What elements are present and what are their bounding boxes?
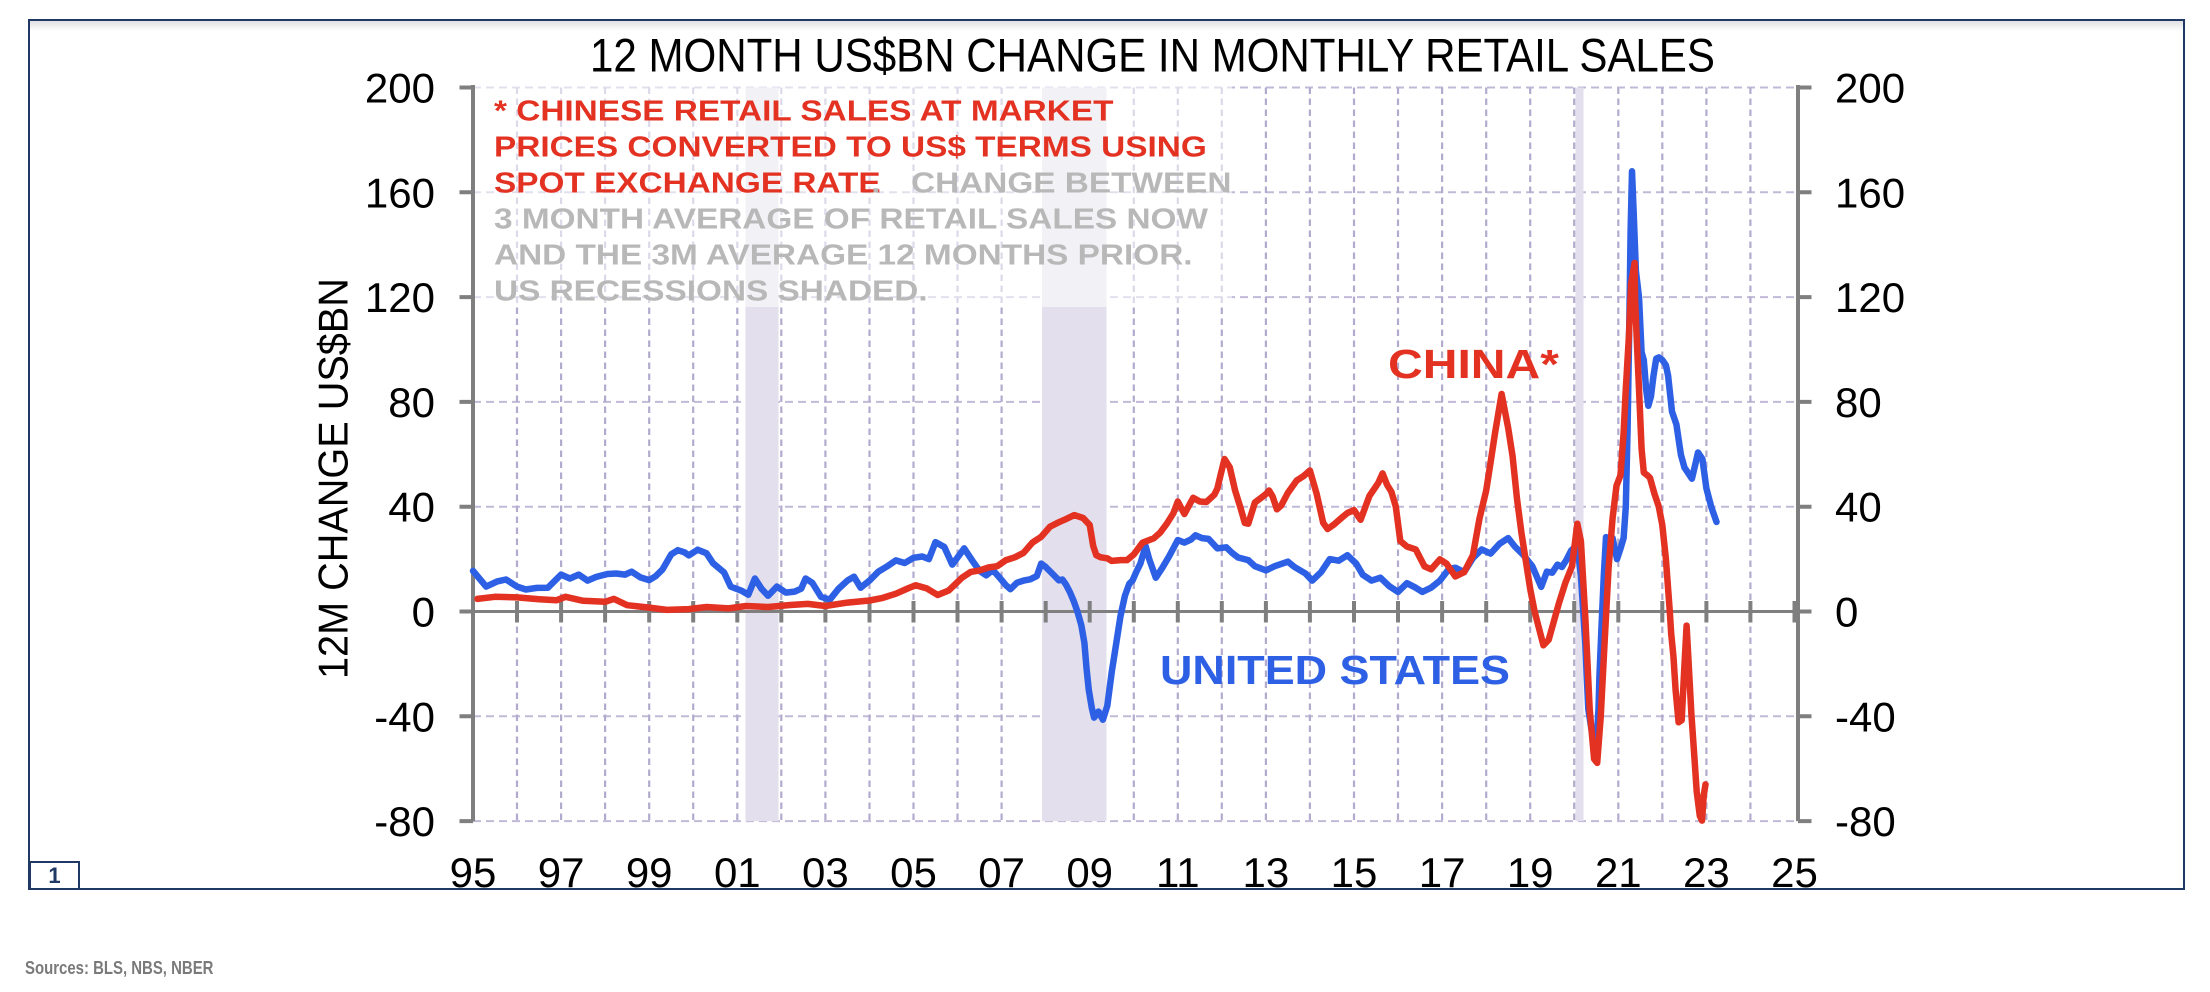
svg-text:* CHINESE RETAIL SALES AT MARK: * CHINESE RETAIL SALES AT MARKET	[494, 95, 1113, 127]
svg-text:19: 19	[1507, 849, 1554, 896]
svg-text:160: 160	[365, 169, 435, 216]
svg-text:23: 23	[1683, 849, 1730, 896]
svg-text:21: 21	[1595, 849, 1642, 896]
svg-text:07: 07	[978, 849, 1025, 896]
svg-text:09: 09	[1066, 849, 1113, 896]
svg-text:99: 99	[626, 849, 673, 896]
svg-text:-40: -40	[374, 693, 435, 740]
svg-text:12M CHANGE US$BN: 12M CHANGE US$BN	[309, 278, 356, 679]
svg-text:17: 17	[1419, 849, 1466, 896]
svg-text:-80: -80	[1835, 798, 1896, 845]
svg-text:200: 200	[365, 65, 435, 112]
svg-text:40: 40	[388, 484, 435, 531]
svg-text:11: 11	[1156, 849, 1200, 896]
svg-text:CHANGE BETWEEN: CHANGE BETWEEN	[911, 167, 1232, 199]
svg-text:SPOT EXCHANGE RATE: SPOT EXCHANGE RATE	[494, 167, 881, 199]
svg-text:UNITED STATES: UNITED STATES	[1160, 648, 1510, 694]
svg-text:25: 25	[1771, 849, 1818, 896]
svg-text:95: 95	[450, 849, 497, 896]
svg-text:3 MONTH AVERAGE OF RETAIL SALE: 3 MONTH AVERAGE OF RETAIL SALES NOW	[494, 203, 1208, 235]
svg-text:15: 15	[1331, 849, 1378, 896]
svg-text:40: 40	[1835, 484, 1882, 531]
svg-text:12 MONTH US$BN CHANGE IN MONTH: 12 MONTH US$BN CHANGE IN MONTHLY RETAIL …	[590, 30, 1715, 82]
svg-text:01: 01	[714, 849, 761, 896]
svg-text:US RECESSIONS SHADED.: US RECESSIONS SHADED.	[494, 275, 928, 307]
svg-text:AND THE 3M AVERAGE 12 MONTHS P: AND THE 3M AVERAGE 12 MONTHS PRIOR.	[494, 239, 1193, 271]
svg-text:13: 13	[1243, 849, 1290, 896]
svg-text:03: 03	[802, 849, 849, 896]
svg-text:80: 80	[1835, 379, 1882, 426]
svg-text:0: 0	[412, 589, 435, 636]
svg-text:200: 200	[1835, 65, 1905, 112]
svg-text:0: 0	[1835, 589, 1858, 636]
svg-text:97: 97	[538, 849, 585, 896]
svg-text:120: 120	[365, 274, 435, 321]
svg-text:PRICES CONVERTED TO US$ TERMS: PRICES CONVERTED TO US$ TERMS USING	[494, 131, 1207, 163]
svg-text:05: 05	[890, 849, 937, 896]
svg-text:CHINA*: CHINA*	[1388, 342, 1560, 387]
svg-text:120: 120	[1835, 274, 1905, 321]
svg-text:-80: -80	[374, 798, 435, 845]
svg-text:80: 80	[388, 379, 435, 426]
svg-text:.: .	[871, 167, 880, 199]
svg-text:160: 160	[1835, 169, 1905, 216]
svg-text:-40: -40	[1835, 693, 1896, 740]
